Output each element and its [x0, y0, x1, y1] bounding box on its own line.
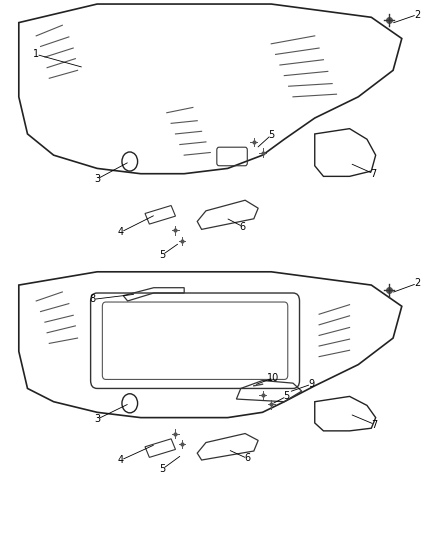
Text: 5: 5: [159, 250, 166, 260]
Text: 9: 9: [308, 379, 314, 389]
Text: 2: 2: [414, 10, 420, 20]
Text: 5: 5: [283, 391, 290, 401]
Text: 4: 4: [118, 455, 124, 465]
Text: 10: 10: [267, 373, 279, 383]
Text: 6: 6: [240, 222, 246, 232]
Text: 2: 2: [414, 278, 420, 288]
Text: 3: 3: [94, 174, 100, 184]
Text: 6: 6: [244, 454, 251, 463]
Text: 1: 1: [33, 50, 39, 59]
Text: 7: 7: [372, 419, 378, 430]
Text: 3: 3: [94, 414, 100, 424]
Text: 5: 5: [268, 130, 274, 140]
Text: 7: 7: [371, 169, 377, 179]
Text: 5: 5: [159, 464, 166, 474]
Text: 8: 8: [90, 294, 96, 304]
Text: 4: 4: [118, 227, 124, 237]
